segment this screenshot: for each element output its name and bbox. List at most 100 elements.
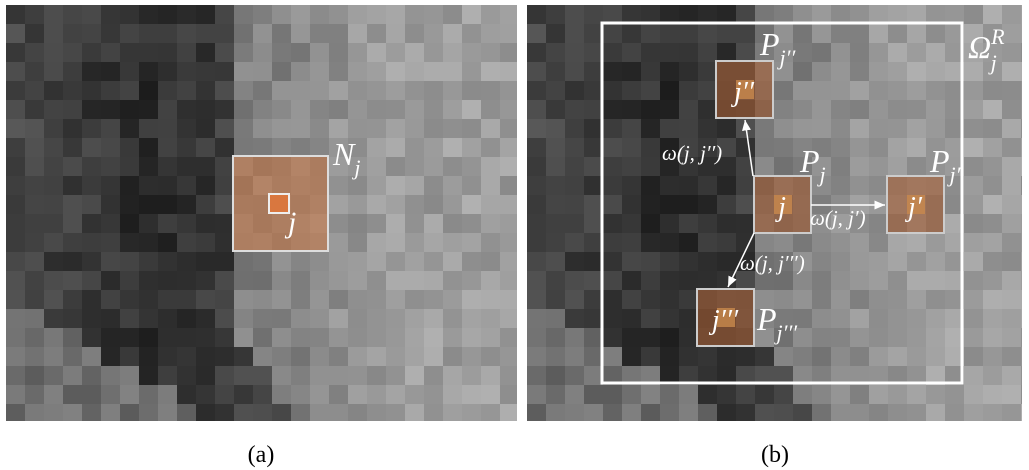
pixel bbox=[272, 62, 292, 82]
pixel bbox=[774, 157, 794, 177]
pixel bbox=[63, 366, 83, 386]
pixel bbox=[44, 404, 64, 424]
pixel bbox=[603, 309, 623, 329]
pixel bbox=[983, 233, 1003, 253]
pixel bbox=[6, 271, 26, 291]
pixel bbox=[329, 43, 349, 63]
pixel bbox=[158, 81, 178, 101]
pixel bbox=[500, 328, 520, 348]
pixel bbox=[101, 43, 121, 63]
pixel bbox=[139, 5, 159, 25]
pixel bbox=[101, 157, 121, 177]
pixel bbox=[82, 404, 102, 424]
pixel bbox=[527, 271, 547, 291]
pixel bbox=[177, 119, 197, 139]
pixel bbox=[500, 195, 520, 215]
pixel bbox=[44, 385, 64, 405]
pixel bbox=[101, 404, 121, 424]
pixel bbox=[481, 100, 501, 120]
pixel bbox=[158, 404, 178, 424]
pixel bbox=[253, 347, 273, 367]
pixel bbox=[158, 366, 178, 386]
pixel bbox=[120, 233, 140, 253]
pixel bbox=[329, 100, 349, 120]
pixel bbox=[679, 385, 699, 405]
pixel bbox=[1002, 404, 1022, 424]
pixel bbox=[177, 214, 197, 234]
pixel bbox=[177, 43, 197, 63]
pixel bbox=[603, 24, 623, 44]
pixel bbox=[253, 100, 273, 120]
pixel bbox=[622, 214, 642, 234]
pixel bbox=[888, 119, 908, 139]
pixel bbox=[527, 119, 547, 139]
pixel bbox=[481, 138, 501, 158]
pixel bbox=[234, 404, 254, 424]
pixel bbox=[698, 195, 718, 215]
pixel bbox=[869, 24, 889, 44]
pixel bbox=[82, 24, 102, 44]
pixel bbox=[812, 252, 832, 272]
pixel bbox=[679, 195, 699, 215]
pixel bbox=[736, 214, 756, 234]
pixel bbox=[755, 119, 775, 139]
pixel bbox=[253, 271, 273, 291]
pixel bbox=[660, 100, 680, 120]
pixel bbox=[850, 43, 870, 63]
pixel bbox=[158, 347, 178, 367]
pixel bbox=[82, 138, 102, 158]
pixel bbox=[888, 252, 908, 272]
pixel bbox=[291, 252, 311, 272]
pixel bbox=[25, 328, 45, 348]
pixel bbox=[310, 81, 330, 101]
pixel bbox=[443, 119, 463, 139]
pixel bbox=[481, 119, 501, 139]
label-base: P bbox=[929, 143, 950, 179]
pixel bbox=[641, 347, 661, 367]
pixel bbox=[139, 214, 159, 234]
pixel bbox=[527, 195, 547, 215]
pixel bbox=[660, 404, 680, 424]
pixel bbox=[196, 119, 216, 139]
pixel bbox=[565, 119, 585, 139]
pixel bbox=[831, 43, 851, 63]
pixel bbox=[679, 404, 699, 424]
pixel bbox=[888, 271, 908, 291]
pixel bbox=[272, 347, 292, 367]
pixel bbox=[641, 81, 661, 101]
pixel bbox=[964, 385, 984, 405]
pixel bbox=[424, 309, 444, 329]
pixel bbox=[888, 290, 908, 310]
pixel bbox=[907, 100, 927, 120]
pixel bbox=[907, 157, 927, 177]
pixel bbox=[158, 176, 178, 196]
pixel bbox=[329, 62, 349, 82]
pixel bbox=[641, 290, 661, 310]
pixel bbox=[888, 43, 908, 63]
pixel bbox=[82, 119, 102, 139]
pixel bbox=[253, 328, 273, 348]
pixel bbox=[698, 347, 718, 367]
pixel bbox=[527, 233, 547, 253]
pixel bbox=[964, 157, 984, 177]
pixel bbox=[584, 385, 604, 405]
pixel bbox=[698, 252, 718, 272]
pixel bbox=[196, 366, 216, 386]
pixel bbox=[329, 347, 349, 367]
pixel bbox=[964, 5, 984, 25]
pixel bbox=[527, 328, 547, 348]
pixel bbox=[6, 385, 26, 405]
pixel bbox=[25, 157, 45, 177]
pixel bbox=[527, 309, 547, 329]
pixel bbox=[869, 157, 889, 177]
pixel bbox=[622, 233, 642, 253]
pixel bbox=[443, 385, 463, 405]
pixel bbox=[367, 233, 387, 253]
pixel bbox=[424, 252, 444, 272]
pixel bbox=[850, 309, 870, 329]
pixel bbox=[774, 81, 794, 101]
pixel bbox=[964, 100, 984, 120]
caption: (b) bbox=[761, 442, 789, 468]
pixel bbox=[120, 404, 140, 424]
pixel bbox=[888, 404, 908, 424]
